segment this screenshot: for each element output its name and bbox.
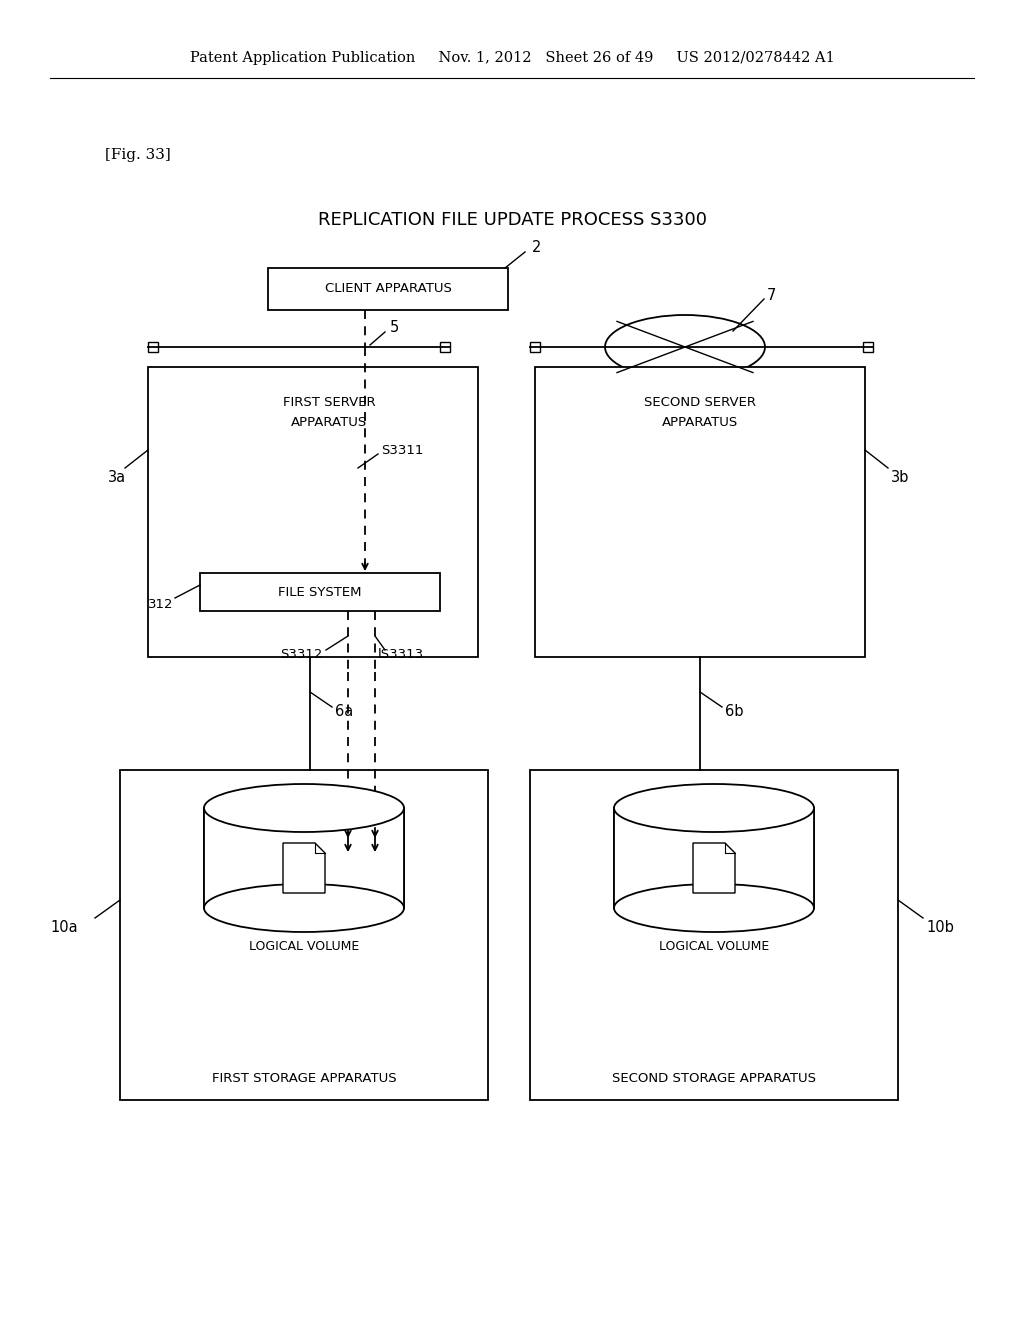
Text: [Fig. 33]: [Fig. 33] — [105, 148, 171, 162]
Text: APPARATUS: APPARATUS — [662, 416, 738, 429]
Ellipse shape — [204, 884, 404, 932]
Text: APPARATUS: APPARATUS — [292, 416, 368, 429]
Text: 6b: 6b — [725, 705, 743, 719]
Ellipse shape — [614, 884, 814, 932]
Text: S3312: S3312 — [280, 648, 323, 661]
Bar — [614, 808, 814, 908]
Bar — [440, 342, 450, 352]
Ellipse shape — [605, 315, 765, 379]
Text: CLIENT APPARATUS: CLIENT APPARATUS — [325, 282, 452, 296]
Text: LOGICAL VOLUME: LOGICAL VOLUME — [658, 940, 769, 953]
Text: S3311: S3311 — [381, 444, 423, 457]
Bar — [148, 342, 158, 352]
Text: lS3313: lS3313 — [378, 648, 424, 661]
Bar — [535, 367, 865, 657]
Ellipse shape — [204, 784, 404, 832]
Text: 6a: 6a — [335, 705, 353, 719]
Text: LOGICAL VOLUME: LOGICAL VOLUME — [249, 940, 359, 953]
Text: 10a: 10a — [50, 920, 78, 936]
Text: FILE SYSTEM: FILE SYSTEM — [279, 586, 361, 598]
Bar — [268, 268, 508, 310]
Text: SECOND STORAGE APPARATUS: SECOND STORAGE APPARATUS — [612, 1072, 816, 1085]
Text: FIRST STORAGE APPARATUS: FIRST STORAGE APPARATUS — [212, 1072, 396, 1085]
Bar — [148, 367, 478, 657]
Ellipse shape — [614, 784, 814, 832]
Polygon shape — [693, 843, 735, 894]
Text: Patent Application Publication     Nov. 1, 2012   Sheet 26 of 49     US 2012/027: Patent Application Publication Nov. 1, 2… — [189, 51, 835, 65]
Bar — [120, 770, 488, 1100]
Bar — [530, 342, 540, 352]
Bar — [530, 770, 898, 1100]
Bar — [204, 808, 404, 908]
Text: 3b: 3b — [891, 470, 909, 486]
Text: SECOND SERVER: SECOND SERVER — [644, 396, 756, 408]
Text: 312: 312 — [148, 598, 173, 611]
Text: 5: 5 — [390, 321, 399, 335]
Text: FIRST SERVER: FIRST SERVER — [284, 396, 376, 408]
Text: 2: 2 — [532, 240, 542, 256]
Text: REPLICATION FILE UPDATE PROCESS S3300: REPLICATION FILE UPDATE PROCESS S3300 — [317, 211, 707, 228]
Polygon shape — [283, 843, 325, 894]
Bar — [200, 573, 440, 611]
Text: 10b: 10b — [926, 920, 954, 936]
Bar — [863, 342, 873, 352]
Text: 3a: 3a — [108, 470, 126, 486]
Text: 7: 7 — [767, 289, 776, 304]
